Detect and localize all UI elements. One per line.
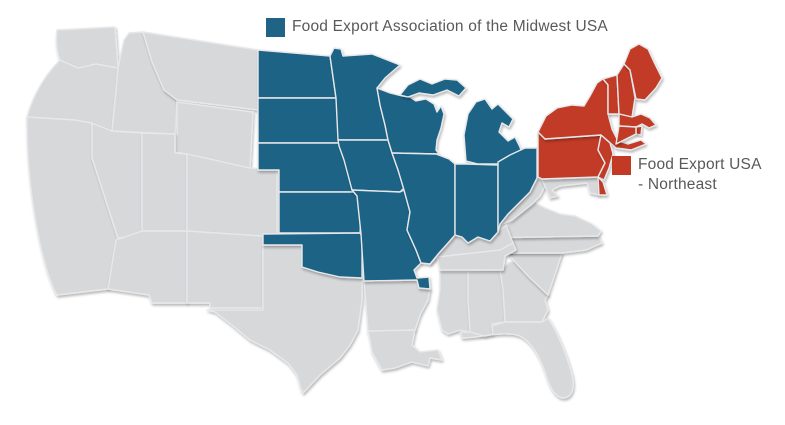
legend-northeast: Food Export USA - Northeast xyxy=(612,155,772,195)
state-north-dakota xyxy=(257,49,337,99)
state-mississippi xyxy=(436,270,471,335)
state-rhode-island xyxy=(635,125,643,136)
state-arizona xyxy=(107,230,188,304)
state-connecticut xyxy=(615,125,637,145)
state-maine xyxy=(623,43,663,101)
state-vermont xyxy=(602,74,620,115)
state-maryland xyxy=(541,176,600,199)
midwest-color-swatch xyxy=(266,18,285,37)
state-south-dakota xyxy=(257,97,345,144)
state-michigan-upper xyxy=(399,78,467,98)
state-tennessee xyxy=(436,242,517,271)
state-ohio xyxy=(497,147,538,233)
state-indiana xyxy=(454,163,499,244)
state-illinois xyxy=(391,152,456,265)
state-georgia xyxy=(499,261,549,323)
legend-northeast-label: Food Export USA - Northeast xyxy=(638,156,761,193)
state-new-mexico xyxy=(186,230,264,309)
northeast-color-swatch xyxy=(612,156,631,175)
state-delaware xyxy=(597,176,608,196)
state-florida xyxy=(459,317,574,399)
state-colorado xyxy=(186,153,278,239)
legend-midwest-label: Food Export Association of the Midwest U… xyxy=(292,18,608,35)
legend-midwest: Food Export Association of the Midwest U… xyxy=(266,17,608,37)
state-louisiana xyxy=(367,329,443,371)
state-kansas xyxy=(278,191,363,234)
state-new-jersey xyxy=(597,134,614,181)
